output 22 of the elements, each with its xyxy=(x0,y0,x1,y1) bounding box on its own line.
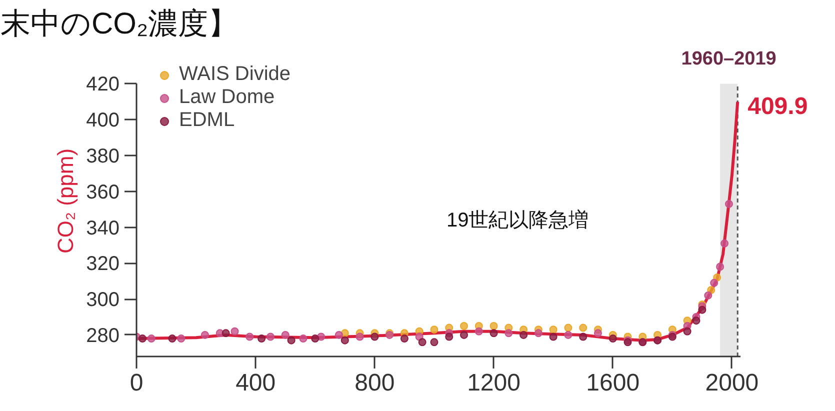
y-tick-label: 280 xyxy=(86,324,120,347)
x-tick-label: 1200 xyxy=(467,370,520,396)
y-tick-label: 340 xyxy=(86,217,120,240)
y-tick-label: 420 xyxy=(86,74,120,96)
y-tick-label: 320 xyxy=(86,253,120,276)
band-label: 1960–2019 xyxy=(681,48,776,70)
x-tick-label: 1600 xyxy=(586,370,640,396)
legend-label: WAIS Divide xyxy=(179,63,291,86)
y-tick-label: 360 xyxy=(86,181,120,204)
chart-title: 末中のCO₂濃度】 xyxy=(0,8,238,40)
y-axis-title: CO₂ (ppm) xyxy=(53,148,78,254)
x-tick-label: 800 xyxy=(354,370,395,396)
y-tick-label: 300 xyxy=(86,289,120,312)
y-tick-label: 380 xyxy=(86,145,120,168)
x-tick-label: 400 xyxy=(236,370,276,396)
x-tick-label: 0 xyxy=(130,370,144,396)
annotation: 409.9 xyxy=(748,92,808,120)
y-tick-label: 400 xyxy=(86,110,120,132)
x-tick-label: 2000 xyxy=(705,370,759,396)
legend-label: EDML xyxy=(179,109,235,132)
legend-label: Law Dome xyxy=(179,86,275,109)
annotation: 19世紀以降急増 xyxy=(446,208,589,232)
